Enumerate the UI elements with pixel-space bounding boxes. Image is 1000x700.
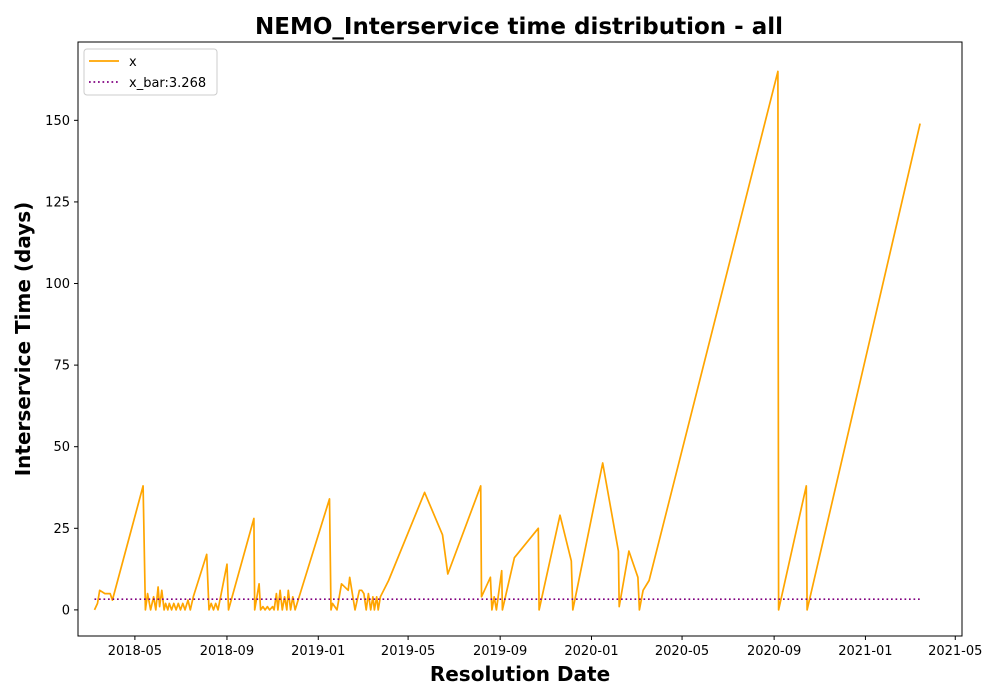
y-axis-label: Interservice Time (days) (11, 202, 35, 477)
y-tick-label: 100 (45, 277, 70, 292)
y-tick-label: 25 (53, 522, 70, 537)
plot-area (77, 41, 963, 637)
y-tick-label: 50 (53, 440, 70, 455)
x-tick-label: 2020-09 (747, 644, 801, 659)
y-tick-label: 0 (62, 603, 70, 618)
chart-title: NEMO_Interservice time distribution - al… (255, 14, 783, 40)
y-axis: 0 25 50 75 100 125 150 (45, 114, 78, 618)
x-tick-label: 2021-05 (928, 644, 982, 659)
y-tick-label: 75 (53, 359, 70, 374)
x-tick-label: 2019-01 (291, 644, 345, 659)
x-tick-label: 2018-09 (200, 644, 254, 659)
x-axis-label: Resolution Date (430, 662, 610, 686)
legend-label-x: x (129, 55, 137, 70)
x-tick-label: 2020-01 (564, 644, 618, 659)
x-tick-label: 2020-05 (655, 644, 709, 659)
legend: x x_bar:3.268 (83, 48, 218, 96)
x-tick-label: 2021-01 (838, 644, 892, 659)
x-tick-label: 2019-05 (381, 644, 435, 659)
series-line-x (93, 70, 921, 611)
y-tick-label: 125 (45, 195, 70, 210)
legend-label-x-bar: x_bar:3.268 (129, 76, 206, 91)
x-tick-label: 2018-05 (108, 644, 162, 659)
y-tick-label: 150 (45, 114, 70, 129)
x-tick-label: 2019-09 (473, 644, 527, 659)
x-axis: 2018-05 2018-09 2019-01 2019-05 2019-09 2020-… (108, 636, 982, 659)
series-layer (93, 70, 921, 611)
